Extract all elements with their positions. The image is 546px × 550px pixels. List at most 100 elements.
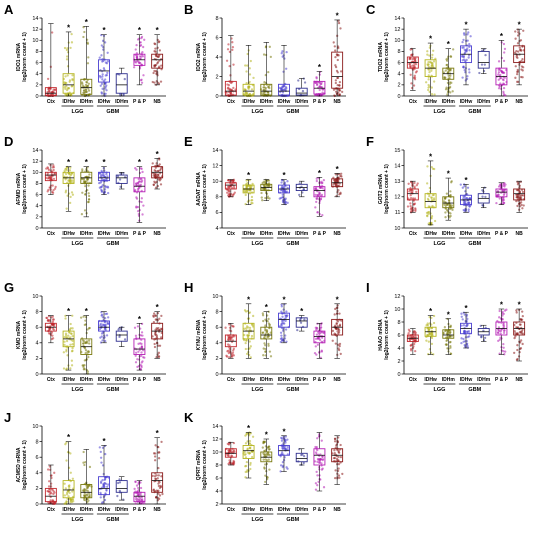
data-point	[281, 445, 284, 449]
data-point	[65, 55, 69, 58]
data-point	[153, 64, 157, 67]
significance-star: *	[247, 295, 251, 304]
data-point	[45, 167, 48, 170]
group-label-lgg: LGG	[71, 517, 83, 523]
data-point	[248, 442, 251, 445]
data-point	[69, 195, 72, 199]
data-point	[102, 484, 105, 488]
data-point	[153, 345, 157, 349]
data-point	[430, 198, 434, 202]
y-tick-label: 4	[215, 226, 218, 232]
data-point	[429, 61, 433, 64]
x-tick-label: IDHw	[278, 507, 291, 513]
data-point	[245, 352, 249, 356]
data-point	[498, 68, 502, 71]
data-point	[501, 188, 504, 192]
data-point	[245, 70, 248, 73]
data-point	[157, 451, 160, 454]
data-point	[286, 445, 290, 449]
data-point	[446, 338, 449, 342]
data-point	[336, 76, 339, 80]
data-point	[69, 452, 72, 455]
data-point	[317, 197, 321, 201]
data-point	[243, 88, 246, 91]
data-point	[154, 166, 157, 169]
data-point	[83, 488, 86, 491]
data-point	[321, 467, 324, 470]
data-point	[430, 165, 433, 169]
data-point	[515, 50, 518, 53]
data-point	[262, 458, 265, 461]
data-point	[247, 317, 251, 320]
data-point	[82, 91, 85, 94]
data-point	[51, 184, 54, 187]
data-point	[63, 169, 66, 172]
box-idhm: *	[442, 170, 455, 221]
data-point	[504, 183, 507, 186]
data-point	[279, 464, 283, 467]
panel-h: H KYNU mRNA log2(norm count + 1) 0 2 4 6 8 10 Ctx…	[184, 280, 346, 393]
data-point	[321, 187, 324, 190]
data-point	[100, 44, 103, 47]
y-tick-label: 10	[394, 226, 400, 232]
group-label-gbm: GBM	[106, 387, 119, 393]
data-point	[515, 193, 518, 196]
data-point	[282, 199, 285, 202]
data-point	[263, 453, 266, 456]
y-tick-label: 11	[395, 210, 401, 216]
significance-star: *	[102, 437, 106, 446]
data-point	[244, 341, 247, 345]
data-point	[334, 79, 338, 82]
data-point	[104, 178, 108, 181]
data-point	[502, 201, 505, 205]
data-point	[71, 498, 74, 501]
data-point	[433, 93, 436, 96]
data-point	[501, 314, 504, 317]
data-point	[88, 173, 91, 176]
data-point	[335, 69, 339, 73]
data-point	[151, 474, 154, 478]
data-point	[67, 466, 71, 469]
group-label-gbm: GBM	[286, 387, 299, 393]
data-point	[444, 329, 447, 333]
data-point	[339, 192, 342, 195]
data-point	[514, 30, 517, 33]
y-axis-label: HAAO mRNA	[378, 319, 384, 351]
data-point	[502, 90, 505, 93]
y-tick-label: 15	[394, 148, 400, 154]
data-point	[81, 169, 84, 173]
data-point	[46, 177, 50, 180]
panel-e: E AADAT mRNA log2(norm count + 1) 4 6 8 10 12 14…	[184, 134, 346, 247]
data-point	[283, 337, 287, 340]
data-point	[341, 90, 344, 94]
data-point	[514, 37, 517, 40]
data-point	[134, 351, 138, 354]
group-label-gbm: GBM	[106, 241, 119, 247]
data-point	[281, 461, 285, 464]
data-point	[137, 182, 140, 185]
y-axis-label: KYNU mRNA	[196, 319, 202, 350]
data-point	[246, 469, 249, 472]
data-point	[99, 450, 102, 454]
data-point	[281, 193, 284, 196]
data-point	[449, 214, 452, 218]
data-point	[468, 197, 472, 200]
data-point	[245, 339, 248, 342]
data-point	[153, 459, 157, 462]
data-point	[315, 470, 318, 474]
data-point	[335, 444, 338, 447]
group-label-gbm: GBM	[468, 241, 481, 247]
data-point	[516, 348, 519, 352]
y-tick-label: 10	[32, 38, 38, 44]
data-point	[522, 204, 525, 207]
significance-star: *	[282, 295, 286, 304]
data-point	[67, 87, 70, 90]
data-point	[336, 469, 340, 473]
panel-d: D AFMID mRNA log2(norm count + 1) 0 2 4 6 8 10 12…	[4, 134, 166, 247]
data-point	[450, 181, 453, 184]
data-point	[264, 196, 267, 200]
data-point	[107, 316, 110, 319]
data-point	[280, 439, 284, 442]
data-point	[68, 491, 71, 495]
data-point	[281, 315, 284, 318]
